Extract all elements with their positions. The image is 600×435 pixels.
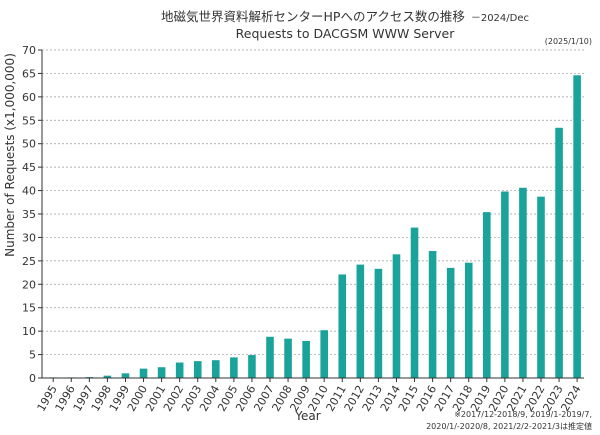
bar-2012 [356,264,365,378]
bar-2003 [193,361,202,378]
y-tick-label: 40 [22,185,36,198]
bar-2010 [320,330,328,378]
y-tick-label: 55 [22,114,36,127]
bar-2004 [212,360,220,378]
bar-2017 [446,267,455,378]
bar-2016 [428,251,437,378]
bar-2013 [374,268,383,378]
y-tick-label: 20 [22,278,36,291]
chart-date: (2025/1/10) [545,37,592,46]
y-tick-label: 45 [22,161,36,174]
bar-2014 [392,254,401,378]
bar-2000 [139,368,148,378]
y-tick-label: 65 [22,67,36,80]
bar-1999 [121,373,130,378]
y-tick-label: 0 [29,372,36,385]
bar-2011 [338,274,347,378]
x-axis-ticks: 1995199619971998199920002001200220032004… [35,378,584,414]
bar-2018 [464,262,473,378]
y-tick-label: 35 [22,208,36,221]
bar-2009 [302,340,310,378]
y-tick-label: 30 [22,231,36,244]
bar-2008 [284,338,292,378]
y-tick-label: 10 [22,325,36,338]
bar-1998 [103,375,112,378]
bar-2002 [175,362,184,378]
bar-2005 [230,357,238,378]
y-tick-label: 25 [22,255,36,268]
y-tick-label: 5 [29,349,36,362]
estimate-note-line-2: 2020/1/-2020/8, 2021/2/2-2021/3は推定値 [426,421,592,431]
bar-2022 [537,196,545,378]
bar-2020 [501,191,509,378]
y-axis-ticks: 0 5 10 15 20 25 30 35 40 45 50 55 60 65 70 [22,44,42,385]
x-axis-label: Year [294,409,320,423]
y-axis-label: Number of Requests (x1,000,000) [3,53,17,257]
bar-2015 [410,227,419,378]
bars [49,75,581,378]
y-tick-label: 70 [22,44,36,57]
y-tick-label: 60 [22,91,36,104]
y-tick-label: 15 [22,302,36,315]
y-tick-label: 50 [22,138,36,151]
chart-title-english: Requests to DACGSM WWW Server [236,26,456,41]
bar-2006 [248,355,256,378]
bar-2024 [573,75,581,378]
bar-2019 [483,212,491,378]
bar-2023 [555,127,563,378]
bar-2021 [519,187,527,378]
estimate-note-line-1: ※2017/12-2018/9, 2019/1-2019/7, [454,410,592,419]
bar-2007 [266,336,274,378]
chart-title-japanese: 地磁気世界資料解析センターHPへのアクセス数の推移 －2024/Dec [161,9,529,24]
bar-2001 [157,367,166,378]
